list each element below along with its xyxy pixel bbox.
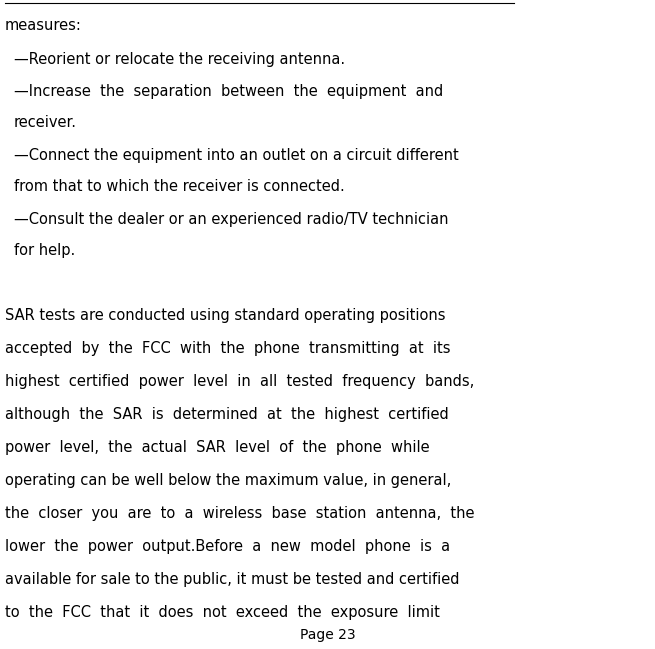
Text: measures:: measures: (5, 18, 82, 33)
Text: operating can be well below the maximum value, in general,: operating can be well below the maximum … (5, 473, 451, 488)
Text: —Consult the dealer or an experienced radio/TV technician: —Consult the dealer or an experienced ra… (14, 212, 449, 227)
Text: receiver.: receiver. (14, 115, 77, 130)
Text: for help.: for help. (14, 243, 75, 258)
Text: —Increase  the  separation  between  the  equipment  and: —Increase the separation between the equ… (14, 84, 443, 99)
Text: accepted  by  the  FCC  with  the  phone  transmitting  at  its: accepted by the FCC with the phone trans… (5, 341, 451, 356)
Text: although  the  SAR  is  determined  at  the  highest  certified: although the SAR is determined at the hi… (5, 407, 449, 422)
Text: the  closer  you  are  to  a  wireless  base  station  antenna,  the: the closer you are to a wireless base st… (5, 506, 474, 521)
Text: highest  certified  power  level  in  all  tested  frequency  bands,: highest certified power level in all tes… (5, 374, 474, 389)
Text: power  level,  the  actual  SAR  level  of  the  phone  while: power level, the actual SAR level of the… (5, 440, 430, 455)
Text: —Reorient or relocate the receiving antenna.: —Reorient or relocate the receiving ante… (14, 52, 345, 67)
Text: —Connect the equipment into an outlet on a circuit different: —Connect the equipment into an outlet on… (14, 148, 458, 163)
Text: Page 23: Page 23 (300, 628, 355, 642)
Text: to  the  FCC  that  it  does  not  exceed  the  exposure  limit: to the FCC that it does not exceed the e… (5, 605, 440, 620)
Text: available for sale to the public, it must be tested and certified: available for sale to the public, it mus… (5, 572, 460, 587)
Text: lower  the  power  output.Before  a  new  model  phone  is  a: lower the power output.Before a new mode… (5, 539, 450, 554)
Text: from that to which the receiver is connected.: from that to which the receiver is conne… (14, 179, 345, 194)
Text: SAR tests are conducted using standard operating positions: SAR tests are conducted using standard o… (5, 308, 445, 323)
